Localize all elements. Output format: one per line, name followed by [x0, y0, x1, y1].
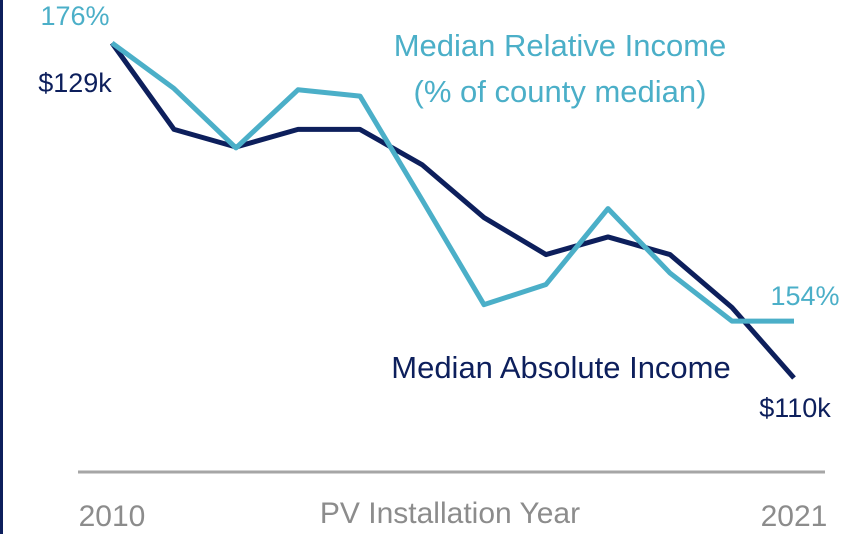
value-label: 176%: [40, 1, 109, 31]
series-note: (% of county median): [414, 74, 707, 109]
value-label: 154%: [770, 281, 839, 311]
x-axis-label: PV Installation Year: [320, 497, 580, 530]
series-label: Median Absolute Income: [391, 350, 731, 385]
value-label: $110k: [759, 393, 831, 423]
value-label: $129k: [38, 68, 112, 98]
series-line: [110, 40, 794, 324]
left-border: [0, 0, 3, 534]
series-label: Median Relative Income: [394, 28, 727, 63]
series-line: [109, 41, 796, 380]
x-tick-label: 2021: [761, 500, 828, 533]
x-tick-label: 2010: [79, 500, 146, 533]
